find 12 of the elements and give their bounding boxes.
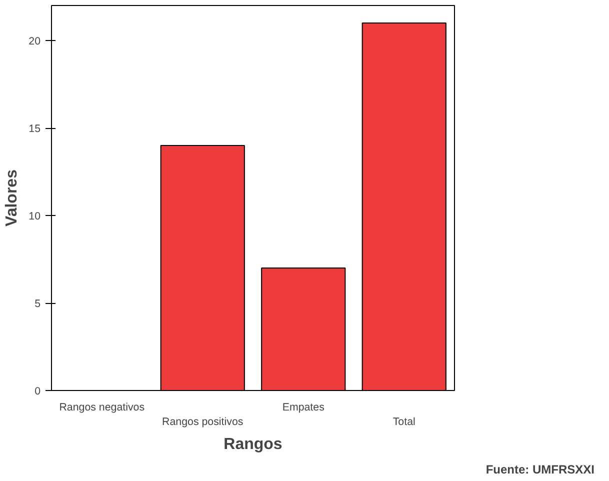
x-tick-label: Empates [282,402,324,414]
x-axis-title: Rangos [224,436,282,453]
y-tick-label: 0 [34,386,41,398]
y-tick-label: 10 [28,210,41,222]
x-tick-label: Total [392,416,416,428]
y-tick-label: 20 [28,36,41,48]
y-axis-title: Valores [4,169,21,226]
source-note: Fuente: UMFRSXXI [486,462,595,476]
y-tick-label: 5 [34,298,41,310]
x-tick-label: Rangos positivos [162,416,244,428]
y-tick-label: 15 [28,123,41,135]
x-tick-label: Rangos negativos [59,402,145,414]
